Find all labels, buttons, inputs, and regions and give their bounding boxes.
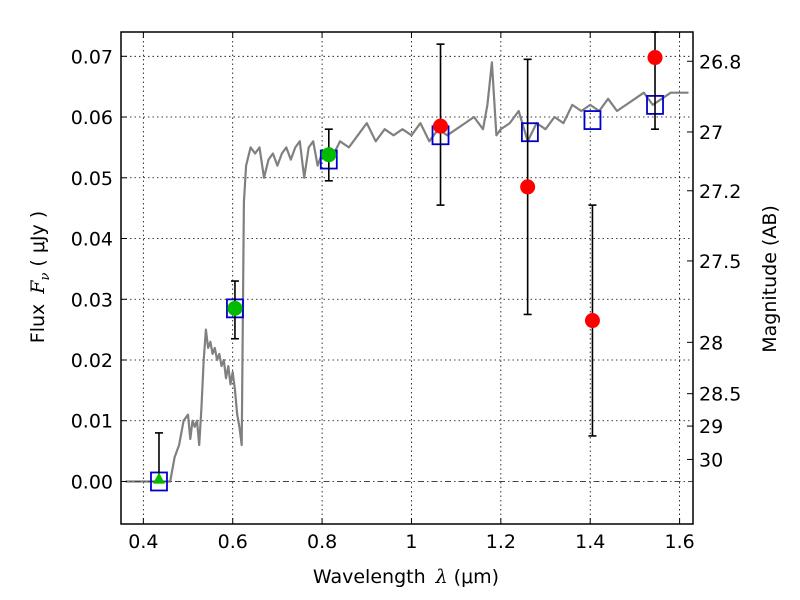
grid-lines [121,32,693,524]
y-tick-label: 0.02 [71,350,113,372]
right-tick-label: 27.5 [699,251,741,273]
x-axis-title: Wavelength λ (μm) [313,566,499,588]
red-circle-marker [647,50,663,66]
right-tick-label: 29 [699,416,723,438]
x-tick-label: 0.4 [128,531,158,553]
x-tick-label: 1.6 [664,531,694,553]
model-square-marker [583,110,602,130]
x-tick-label: 1.2 [486,531,516,553]
red-circle-marker [520,179,536,195]
y-tick-label: 0.04 [71,229,113,251]
x-tick-label: 1 [405,531,417,553]
model-spectrum-line [125,61,689,483]
plot-frame [120,31,694,525]
green-triangle-marker [152,472,165,484]
y-tick-label: 0.05 [71,168,113,190]
y-tick-label: 0.01 [71,411,113,433]
y-axis-title: FluxFν( μJy ) [27,211,53,343]
x-tick-label: 0.6 [218,531,248,553]
right-tick-label: 28.5 [699,384,741,406]
spectrum-line [125,61,689,483]
right-tick-label: 27 [699,122,723,144]
y-tick-label: 0.07 [71,46,113,68]
red-circle-marker [433,118,449,134]
y-tick-label: 0.06 [71,107,113,129]
x-tick-label: 1.4 [575,531,605,553]
green-circle-marker [227,300,243,316]
photometry-markers [150,31,664,492]
x-tick-label: 0.8 [307,531,337,553]
model-square-marker [520,122,539,143]
green-circle-marker [321,147,337,163]
right-tick-label: 28 [699,332,723,354]
y-tick-label: 0.00 [71,471,113,493]
red-circle-marker [584,313,600,329]
right-tick-label: 26.8 [699,51,741,73]
right-axis-title: Magnitude (AB) [759,205,781,353]
right-tick-label: 27.2 [699,181,741,203]
right-tick-label: 30 [699,449,723,471]
y-tick-label: 0.03 [71,289,113,311]
axis-ticks: 0.4 0.6 0.8 1 1.2 1.4 1.6 0.00 0.01 0.02 0.03 0.04 0… [71,32,741,553]
